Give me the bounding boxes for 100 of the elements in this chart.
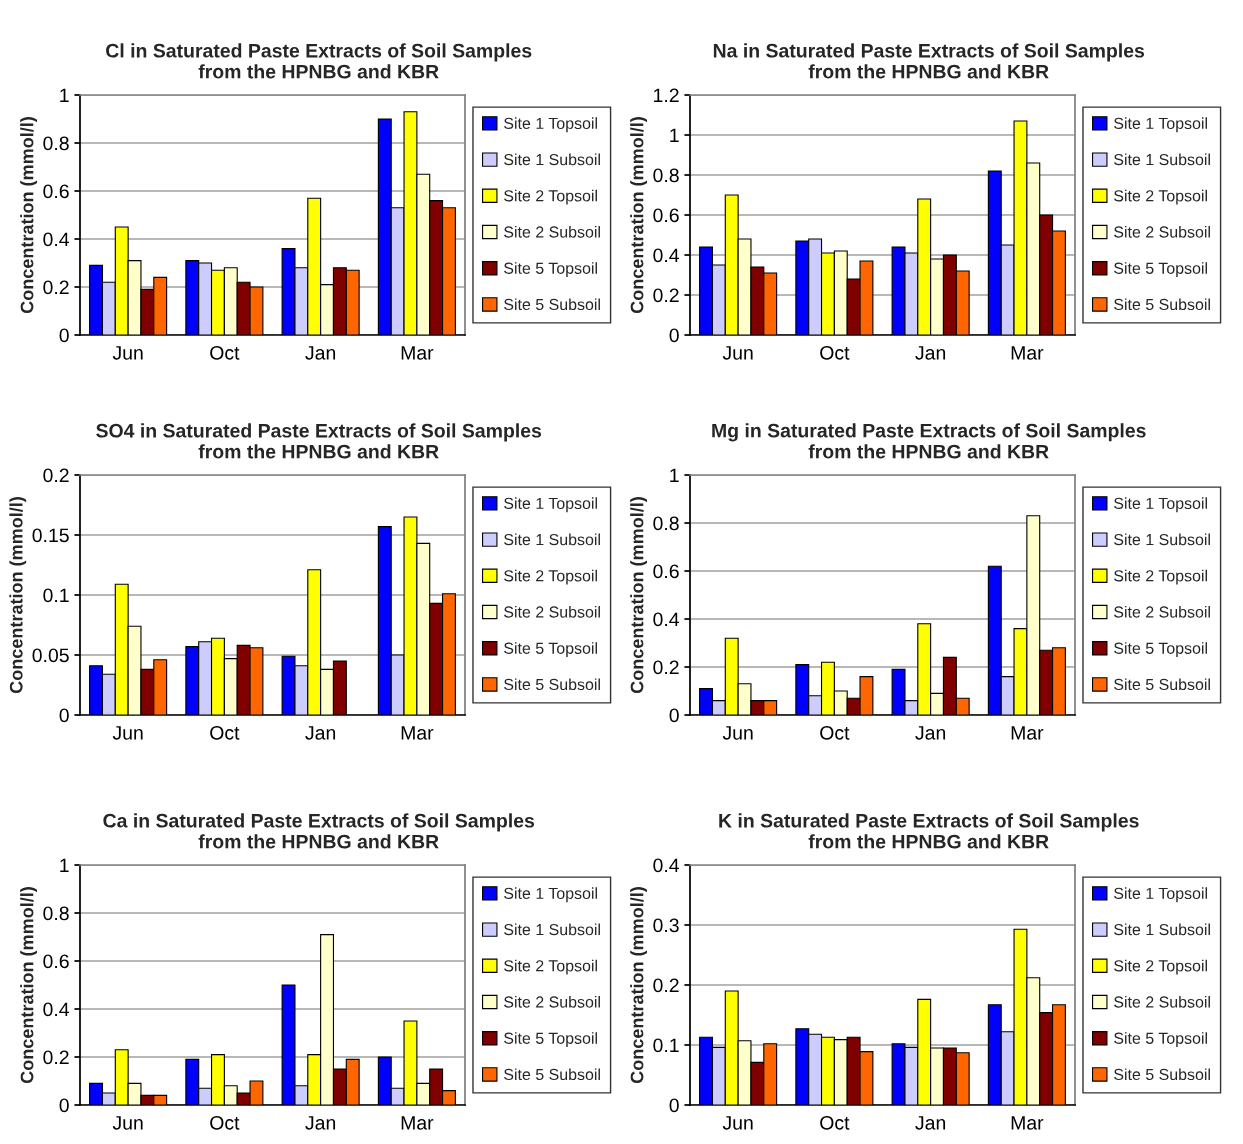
legend-label: Site 5 Topsoil bbox=[504, 262, 597, 278]
y-tick-label: 0.15 bbox=[32, 528, 69, 543]
legend-label: Site 1 Subsoil bbox=[504, 923, 600, 936]
y-axis-title: Concentration (mmol/l) bbox=[630, 117, 647, 314]
y-tick-label: 0.4 bbox=[653, 858, 680, 873]
x-tick-label: Jun bbox=[722, 1116, 753, 1130]
x-tick-label: Mar bbox=[401, 346, 434, 360]
y-tick-label: 1 bbox=[670, 468, 679, 483]
chart-title: Ca in Saturated Paste Extracts of Soil Samples from the HPNBG and KBR bbox=[103, 813, 535, 849]
legend-label: Site 2 Topsoil bbox=[504, 189, 597, 205]
legend-label: Site 5 Subsoil bbox=[1114, 1068, 1210, 1081]
legend-label: Site 5 Subsoil bbox=[504, 298, 600, 311]
legend-label: Site 1 Subsoil bbox=[1114, 923, 1210, 936]
x-tick-label: Oct bbox=[820, 1115, 850, 1130]
chart-title: Na in Saturated Paste Extracts of Soil Samples from the HPNBG and KBR bbox=[713, 43, 1145, 79]
chart-title: SO4 in Saturated Paste Extracts of Soil Samples from the HPNBG and KBR bbox=[96, 423, 542, 459]
legend-label: Site 1 Topsoil bbox=[1114, 887, 1207, 903]
legend-label: Site 2 Topsoil bbox=[504, 959, 597, 975]
legend-label: Site 5 Subsoil bbox=[504, 678, 600, 691]
y-axis-title: Concentration (mmol/l) bbox=[20, 887, 37, 1084]
x-tick-label: Jun bbox=[112, 1116, 143, 1130]
x-tick-label: Jan bbox=[305, 346, 336, 360]
x-tick-label: Jan bbox=[915, 726, 946, 740]
x-tick-label: Oct bbox=[820, 345, 850, 360]
x-tick-label: Jun bbox=[722, 726, 753, 740]
y-tick-label: 0.6 bbox=[653, 564, 679, 579]
chart-title: Cl in Saturated Paste Extracts of Soil Samples from the HPNBG and KBR bbox=[106, 43, 532, 79]
legend-label: Site 5 Topsoil bbox=[504, 1032, 597, 1048]
y-tick-label: 1 bbox=[60, 88, 69, 103]
chart-title: K in Saturated Paste Extracts of Soil Samples from the HPNBG and KBR bbox=[719, 813, 1139, 849]
legend-label: Site 2 Subsoil bbox=[504, 995, 600, 1008]
y-tick-label: 0.8 bbox=[43, 906, 69, 921]
legend-label: Site 2 Subsoil bbox=[1114, 225, 1210, 238]
x-tick-label: Jan bbox=[305, 1116, 336, 1130]
legend-label: Site 5 Topsoil bbox=[1114, 1032, 1207, 1048]
y-tick-label: 1 bbox=[60, 858, 69, 873]
y-axis-title: Concentration (mmol/l) bbox=[9, 497, 27, 694]
y-tick-label: 0 bbox=[669, 328, 679, 343]
legend-label: Site 2 Topsoil bbox=[1114, 569, 1207, 585]
y-tick-label: 0 bbox=[669, 1098, 679, 1113]
y-tick-label: 0.2 bbox=[43, 1050, 69, 1065]
y-tick-label: 0.4 bbox=[43, 1002, 70, 1017]
x-tick-label: Jun bbox=[722, 346, 753, 360]
x-tick-label: Oct bbox=[210, 725, 240, 740]
legend-label: Site 1 Subsoil bbox=[504, 533, 600, 546]
y-tick-label: 1 bbox=[670, 128, 679, 143]
legend-label: Site 1 Topsoil bbox=[504, 117, 597, 133]
y-tick-label: 0.2 bbox=[653, 660, 679, 675]
legend-label: Site 1 Subsoil bbox=[504, 153, 600, 166]
y-tick-label: 0.4 bbox=[653, 612, 680, 627]
y-tick-label: 0 bbox=[59, 328, 69, 343]
legend-label: Site 1 Topsoil bbox=[1114, 497, 1207, 513]
x-tick-label: Jan bbox=[915, 1116, 946, 1130]
y-tick-label: 0.6 bbox=[43, 954, 69, 969]
legend-label: Site 5 Subsoil bbox=[1114, 678, 1210, 691]
y-axis-title: Concentration (mmol/l) bbox=[20, 117, 37, 314]
y-tick-label: 0.1 bbox=[653, 1038, 679, 1053]
legend-label: Site 5 Topsoil bbox=[1114, 262, 1207, 278]
y-tick-label: 0.2 bbox=[43, 468, 69, 483]
x-tick-label: Jan bbox=[305, 726, 336, 740]
legend-label: Site 1 Subsoil bbox=[1114, 153, 1210, 166]
y-tick-label: 0.4 bbox=[43, 232, 70, 247]
x-tick-label: Mar bbox=[1011, 726, 1044, 740]
x-tick-label: Jan bbox=[915, 346, 946, 360]
legend-label: Site 1 Subsoil bbox=[1114, 533, 1210, 546]
legend-label: Site 5 Subsoil bbox=[504, 1068, 600, 1081]
y-tick-label: 0 bbox=[59, 1098, 69, 1113]
y-tick-label: 0.6 bbox=[653, 208, 679, 223]
y-axis-title: Concentration (mmol/l) bbox=[630, 887, 647, 1084]
y-tick-label: 0.2 bbox=[653, 978, 679, 993]
y-tick-label: 0.4 bbox=[653, 248, 680, 263]
y-tick-label: 0.05 bbox=[32, 648, 69, 663]
legend-label: Site 1 Topsoil bbox=[504, 497, 597, 513]
x-tick-label: Mar bbox=[401, 1116, 434, 1130]
x-tick-label: Jun bbox=[112, 726, 143, 740]
legend-label: Site 2 Topsoil bbox=[504, 569, 597, 585]
y-axis-title: Concentration (mmol/l) bbox=[630, 497, 647, 694]
x-tick-label: Mar bbox=[401, 726, 434, 740]
y-tick-label: 1.2 bbox=[654, 88, 679, 103]
y-tick-label: 0.2 bbox=[653, 288, 679, 303]
y-tick-label: 0.8 bbox=[653, 516, 679, 531]
legend-label: Site 5 Topsoil bbox=[504, 642, 597, 658]
legend-label: Site 1 Topsoil bbox=[504, 887, 597, 903]
legend-label: Site 2 Subsoil bbox=[1114, 995, 1210, 1008]
x-tick-label: Oct bbox=[210, 1115, 240, 1130]
x-tick-label: Oct bbox=[210, 345, 240, 360]
y-tick-label: 0.8 bbox=[653, 168, 679, 183]
x-tick-label: Mar bbox=[1011, 1116, 1044, 1130]
x-tick-label: Oct bbox=[820, 725, 850, 740]
legend-label: Site 1 Topsoil bbox=[1114, 117, 1207, 133]
y-tick-label: 0.3 bbox=[653, 918, 679, 933]
legend-label: Site 2 Subsoil bbox=[504, 225, 600, 238]
y-tick-label: 0.8 bbox=[43, 136, 69, 151]
x-tick-label: Mar bbox=[1011, 346, 1044, 360]
legend-label: Site 2 Subsoil bbox=[504, 605, 600, 618]
y-tick-label: 0 bbox=[669, 708, 679, 723]
y-tick-label: 0.2 bbox=[43, 280, 69, 295]
y-tick-label: 0.1 bbox=[43, 588, 69, 603]
legend-label: Site 2 Subsoil bbox=[1114, 605, 1210, 618]
chart-title: Mg in Saturated Paste Extracts of Soil Samples from the HPNBG and KBR bbox=[712, 423, 1146, 459]
